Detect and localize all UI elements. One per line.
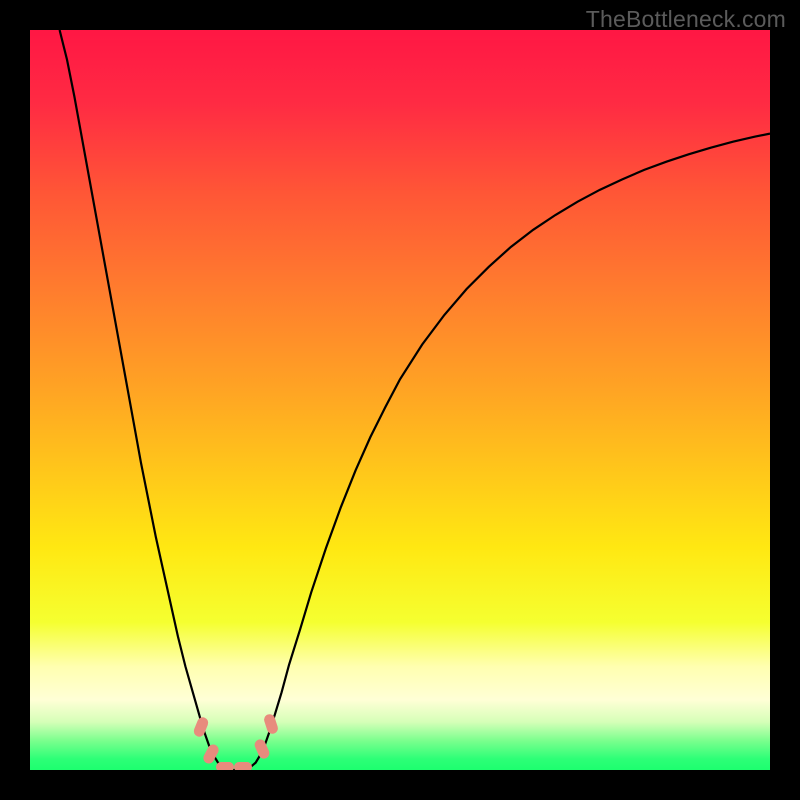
curve-marker [216,762,234,770]
curve-left [60,30,275,770]
plot-area [30,30,770,770]
curve-right [274,134,770,717]
chart-container: TheBottleneck.com [0,0,800,800]
curve-layer [30,30,770,770]
watermark-text: TheBottleneck.com [586,6,786,33]
curve-marker [234,762,252,770]
